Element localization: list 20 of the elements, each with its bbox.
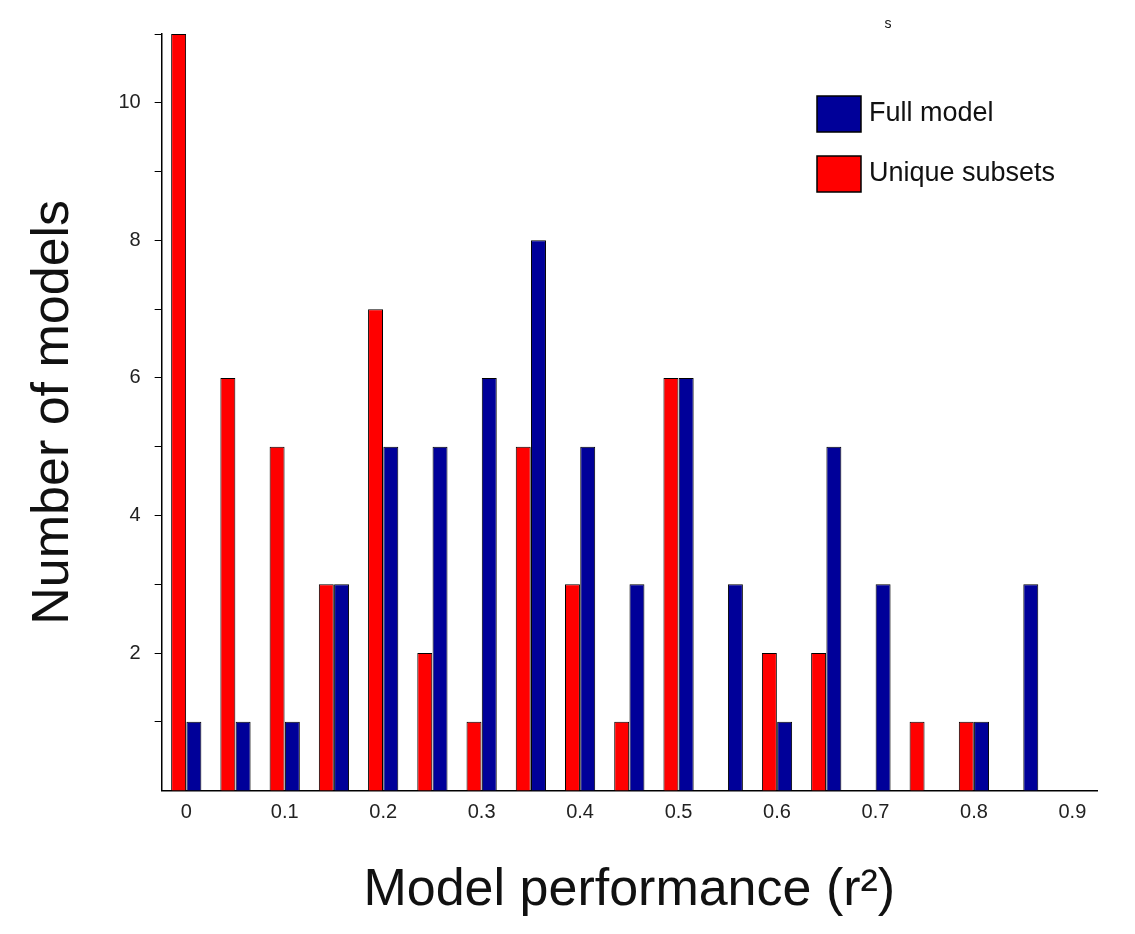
y-tick-label: 6 <box>129 365 141 388</box>
x-tick-label: 0.5 <box>664 800 693 823</box>
x-tick-label: 0.6 <box>763 800 791 823</box>
y-axis-title: Number of models <box>20 199 79 625</box>
x-tick-label: 0.7 <box>861 800 890 823</box>
legend-label: Unique subsets <box>869 157 1056 188</box>
x-tick-label: 0.3 <box>467 800 496 823</box>
x-tick-label: 0.4 <box>566 800 594 823</box>
x-axis-title: Model performance (r²) <box>363 858 896 917</box>
y-tick-label: 10 <box>118 90 141 113</box>
x-tick-label: 0.2 <box>369 800 398 823</box>
y-tick-label: 8 <box>129 227 141 250</box>
legend-label: Full model <box>869 97 994 128</box>
y-tick-label: 2 <box>129 640 141 663</box>
text: s <box>884 15 892 31</box>
x-tick-label: 0.8 <box>960 800 988 823</box>
y-tick-label: 4 <box>129 502 141 525</box>
x-tick-label: 0 <box>180 800 192 823</box>
x-tick-label: 0.9 <box>1058 800 1087 823</box>
x-tick-label: 0.1 <box>270 800 299 823</box>
